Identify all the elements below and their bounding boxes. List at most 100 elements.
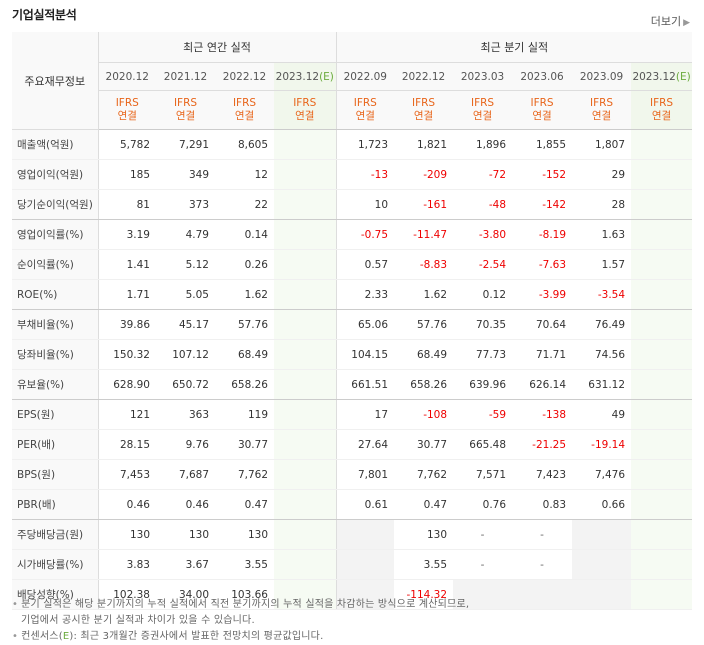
ifrs-label: IFRS	[411, 97, 436, 109]
table-row: 당좌비율(%) 150.32 107.12 68.49 104.15 68.49 77.73…	[12, 339, 693, 370]
table-cell: 81	[98, 189, 156, 220]
table-cell: 39.86	[98, 309, 156, 340]
table-cell: 9.76	[156, 429, 215, 460]
table-cell: 0.61	[335, 489, 395, 520]
table-cell: 7,687	[156, 459, 215, 490]
table-cell: 8,605	[215, 129, 274, 160]
more-label: 더보기	[650, 15, 682, 28]
table-cell: 104.15	[335, 339, 395, 370]
table-cell: 650.72	[156, 369, 215, 400]
table-row: 영업이익(억원) 185 349 12 -13 -209 -72 -152 29	[12, 159, 693, 190]
ifrs-header: IFRS 연결	[98, 90, 156, 130]
table-cell: -114.32	[394, 579, 454, 610]
table-cell: 29	[572, 159, 632, 190]
table-cell	[631, 579, 693, 610]
period-label: 2023.06	[520, 70, 564, 83]
table-cell	[274, 279, 337, 310]
table-cell: 103.66	[215, 579, 274, 610]
table-cell: 70.35	[453, 309, 513, 340]
table-cell: -59	[453, 399, 513, 430]
period-header: 2023.06	[512, 62, 573, 91]
row-label: 당좌비율(%)	[12, 339, 99, 370]
table-cell: 1.57	[572, 249, 632, 280]
table-cell	[274, 129, 337, 160]
table-cell: -13	[335, 159, 395, 190]
consolidated-label: 연결	[591, 110, 612, 122]
annual-group-header: 최근 연간 실적	[98, 32, 337, 63]
more-link[interactable]: 더보기 ▶	[651, 13, 690, 29]
table-cell: 3.67	[156, 549, 215, 580]
consolidated-label: 연결	[234, 110, 255, 122]
table-cell: 7,571	[453, 459, 513, 490]
table-cell: 77.73	[453, 339, 513, 370]
period-label: 2020.12	[105, 70, 149, 83]
table-cell	[274, 309, 337, 340]
table-cell: 3.83	[98, 549, 156, 580]
ifrs-header: IFRS 연결	[631, 90, 693, 130]
row-label: 유보율(%)	[12, 369, 99, 400]
period-header: 2020.12	[98, 62, 156, 91]
table-cell: -7.63	[512, 249, 573, 280]
table-row: 부채비율(%) 39.86 45.17 57.76 65.06 57.76 70.35 70.…	[12, 309, 693, 340]
table-cell: -3.99	[512, 279, 573, 310]
table-cell: 57.76	[394, 309, 454, 340]
table-cell: 7,453	[98, 459, 156, 490]
row-label: PER(배)	[12, 429, 99, 460]
table-cell	[335, 519, 395, 550]
ifrs-label: IFRS	[232, 97, 257, 109]
table-cell: 102.38	[98, 579, 156, 610]
table-cell: 0.57	[335, 249, 395, 280]
table-cell	[631, 219, 693, 250]
table-row: 시가배당률(%) 3.83 3.67 3.55 3.55- -	[12, 549, 693, 580]
table-cell	[631, 399, 693, 430]
period-header: 2023.12(E)	[631, 62, 693, 91]
table-cell	[631, 519, 693, 550]
ifrs-label: IFRS	[589, 97, 614, 109]
period-header: 2022.09	[335, 62, 395, 91]
table-cell: 1,821	[394, 129, 454, 160]
ifrs-label: IFRS	[115, 97, 139, 109]
consolidated-label: 연결	[472, 110, 493, 122]
table-cell: 68.49	[394, 339, 454, 370]
table-cell: 130	[394, 519, 454, 550]
table-cell: 373	[156, 189, 215, 220]
period-label: 2021.12	[163, 70, 208, 83]
period-label: 2022.09	[343, 70, 387, 83]
table-cell: 1,723	[335, 129, 395, 160]
ifrs-label: IFRS	[470, 97, 495, 109]
table-cell: 0.46	[156, 489, 215, 520]
table-cell: 28	[572, 189, 632, 220]
period-label: 2023.09	[579, 70, 624, 83]
table-cell: -	[512, 519, 573, 550]
ifrs-header: IFRS 연결	[512, 90, 573, 130]
estimate-mark: (E)	[319, 70, 334, 83]
section-title: 기업실적분석	[12, 8, 77, 22]
table-row: BPS(원) 7,453 7,687 7,762 7,801 7,762 7,571 7,42…	[12, 459, 693, 490]
table-row: PER(배) 28.15 9.76 30.77 27.64 30.77 665.48 -21.…	[12, 429, 693, 460]
table-cell: 107.12	[156, 339, 215, 370]
table-cell: 0.46	[98, 489, 156, 520]
table-cell	[572, 579, 632, 610]
table-cell: 7,476	[572, 459, 632, 490]
table-cell: 1.71	[98, 279, 156, 310]
table-cell: 130	[215, 519, 274, 550]
row-label: 영업이익(억원)	[12, 159, 99, 190]
table-cell: 0.47	[215, 489, 274, 520]
table-cell	[631, 339, 693, 370]
period-header: 2021.12	[156, 62, 215, 91]
table-cell	[631, 489, 693, 520]
table-cell	[274, 399, 337, 430]
table-cell: 7,762	[215, 459, 274, 490]
table-cell: 639.96	[453, 369, 513, 400]
estimate-mark: (E)	[675, 70, 691, 83]
consolidated-label: 연결	[532, 110, 552, 122]
row-label: 부채비율(%)	[12, 309, 99, 340]
table-cell: 30.77	[394, 429, 454, 460]
table-cell: 1.41	[98, 249, 156, 280]
row-label: PBR(배)	[12, 489, 99, 520]
table-cell: -209	[394, 159, 454, 190]
table-cell: 76.49	[572, 309, 632, 340]
table-cell	[274, 159, 337, 190]
table-cell: 28.15	[98, 429, 156, 460]
table-cell: 150.32	[98, 339, 156, 370]
